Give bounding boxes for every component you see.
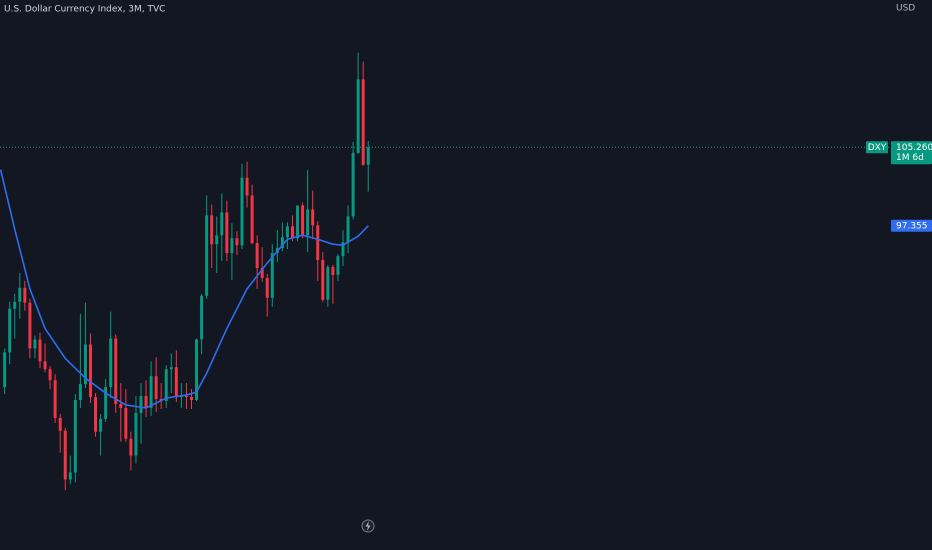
- candle-body: [341, 242, 345, 257]
- candle-body: [109, 338, 113, 388]
- candle-body: [336, 256, 340, 275]
- candle-body: [296, 205, 300, 239]
- candle-body: [366, 147, 370, 165]
- candle-body: [94, 397, 98, 432]
- candle-body: [195, 339, 199, 401]
- candle-body: [321, 260, 325, 300]
- candle-body: [124, 407, 128, 439]
- candle-body: [174, 367, 178, 397]
- candle-body: [255, 243, 259, 268]
- candle-body: [225, 212, 229, 254]
- candle-body: [73, 400, 77, 473]
- last-price-label: 105.260: [896, 143, 932, 153]
- replay-icon[interactable]: [361, 519, 375, 533]
- candle-body: [58, 417, 62, 431]
- candle-body: [83, 344, 87, 385]
- candle-body: [144, 396, 148, 408]
- candle-body: [8, 308, 12, 353]
- candle-body: [154, 376, 158, 400]
- marks: [0, 52, 890, 491]
- candle-body: [63, 430, 67, 480]
- candle-body: [245, 177, 249, 196]
- symbol-tag: [866, 141, 888, 154]
- candle-body: [220, 212, 224, 236]
- candle-body: [351, 152, 355, 217]
- candle-body: [331, 267, 335, 275]
- ma-price-tag: [891, 219, 932, 232]
- candle-body: [361, 79, 365, 165]
- candle-body: [68, 472, 72, 480]
- candle-body: [78, 384, 82, 401]
- candle-body: [316, 225, 320, 261]
- candle-body: [346, 216, 350, 243]
- candle-body: [114, 338, 118, 404]
- candle-body: [265, 277, 269, 298]
- candle-body: [149, 376, 153, 408]
- candle-body: [230, 238, 234, 254]
- ma-price-label: 97.355: [896, 221, 928, 231]
- symbol-label: DXY: [868, 143, 887, 153]
- y-unit: USD: [896, 4, 915, 14]
- candle-body: [164, 369, 168, 402]
- last-price-tag: [891, 141, 932, 165]
- candle-body: [129, 438, 133, 456]
- candle-body: [270, 253, 274, 298]
- candle-body: [210, 215, 214, 245]
- countdown-label: 1M 6d: [896, 153, 924, 163]
- candle-body: [134, 412, 138, 456]
- candle-body: [189, 397, 193, 401]
- candle-body: [326, 267, 330, 300]
- candle-body: [250, 195, 254, 244]
- candle-body: [119, 403, 123, 408]
- candle-body: [311, 209, 315, 226]
- candle-body: [139, 396, 143, 413]
- chart-title: U.S. Dollar Currency Index, 3M, TVC: [4, 5, 165, 15]
- candle-body: [280, 237, 284, 249]
- candle-body: [285, 226, 289, 238]
- candle-body: [28, 302, 32, 349]
- candle-body: [99, 418, 103, 432]
- candle-body: [290, 226, 294, 239]
- candle-body: [306, 209, 310, 236]
- candle-body: [235, 238, 239, 246]
- candle-body: [356, 79, 360, 153]
- candle-body: [53, 380, 57, 418]
- candle-body: [104, 387, 108, 419]
- candle-body: [215, 235, 219, 245]
- candle-body: [200, 295, 204, 340]
- candle-body: [260, 267, 264, 278]
- moving-average-line: [0, 169, 369, 409]
- candle-body: [23, 287, 27, 303]
- candle-body: [33, 339, 37, 349]
- candle-body: [88, 344, 92, 398]
- candle-body: [38, 339, 42, 362]
- candle-body: [3, 352, 7, 388]
- candle-body: [48, 369, 52, 381]
- candle-body: [169, 367, 173, 370]
- candle-body: [43, 361, 47, 370]
- candle-body: [240, 177, 244, 246]
- candle-body: [184, 396, 188, 398]
- candle-body: [301, 205, 305, 236]
- candle-body: [18, 287, 22, 302]
- candle-body: [13, 301, 17, 309]
- candle-body: [205, 215, 209, 296]
